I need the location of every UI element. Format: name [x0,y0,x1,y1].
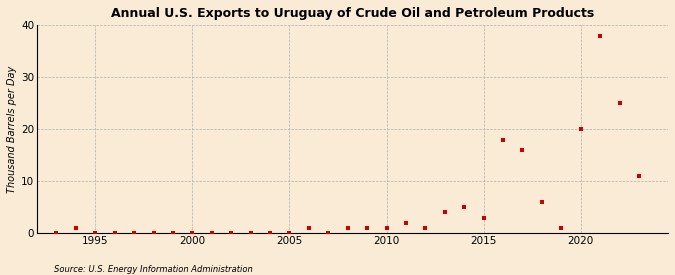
Point [497,138,508,142]
Point [323,231,333,235]
Point [148,231,159,235]
Point [634,174,645,178]
Point [420,226,431,230]
Point [459,205,470,210]
Point [167,231,178,235]
Point [381,226,392,230]
Point [51,231,62,235]
Point [400,221,411,225]
Point [595,34,605,38]
Point [517,148,528,152]
Point [342,226,353,230]
Point [614,101,625,106]
Point [70,226,81,230]
Title: Annual U.S. Exports to Uruguay of Crude Oil and Petroleum Products: Annual U.S. Exports to Uruguay of Crude … [111,7,594,20]
Point [129,231,140,235]
Point [187,231,198,235]
Point [304,226,315,230]
Point [537,200,547,204]
Point [362,226,373,230]
Point [478,216,489,220]
Point [109,231,120,235]
Point [207,231,217,235]
Point [265,231,275,235]
Point [225,231,236,235]
Y-axis label: Thousand Barrels per Day: Thousand Barrels per Day [7,66,17,193]
Point [90,231,101,235]
Point [245,231,256,235]
Text: Source: U.S. Energy Information Administration: Source: U.S. Energy Information Administ… [54,265,252,274]
Point [575,127,586,131]
Point [284,231,295,235]
Point [556,226,567,230]
Point [439,210,450,215]
